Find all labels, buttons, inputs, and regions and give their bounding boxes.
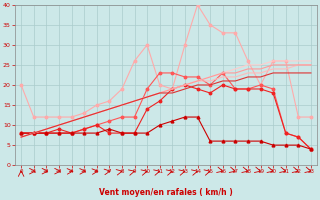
X-axis label: Vent moyen/en rafales ( km/h ): Vent moyen/en rafales ( km/h ) (99, 188, 233, 197)
